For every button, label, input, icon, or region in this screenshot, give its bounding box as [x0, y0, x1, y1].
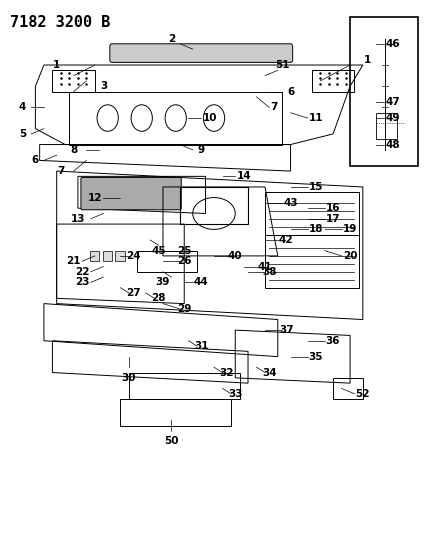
Text: 15: 15 [309, 182, 323, 192]
Text: 11: 11 [309, 113, 323, 123]
Text: 47: 47 [385, 97, 400, 107]
Text: 34: 34 [262, 368, 276, 377]
Bar [350, 17, 418, 166]
Text: 25: 25 [177, 246, 191, 256]
Text: 4: 4 [19, 102, 27, 112]
Text: 2: 2 [168, 34, 175, 44]
Text: 29: 29 [177, 304, 191, 314]
Text: 37: 37 [279, 325, 294, 335]
Text: 12: 12 [88, 192, 102, 203]
Bar [137, 251, 197, 272]
Text: 33: 33 [228, 389, 243, 399]
Bar [90, 251, 99, 261]
Text: 26: 26 [177, 256, 191, 266]
Text: 10: 10 [202, 113, 217, 123]
Text: 42: 42 [279, 235, 294, 245]
Text: 27: 27 [126, 288, 140, 298]
Text: 6: 6 [287, 86, 294, 96]
Text: 17: 17 [326, 214, 340, 224]
Text: 22: 22 [75, 267, 89, 277]
Text: 18: 18 [309, 224, 323, 235]
Text: 19: 19 [343, 224, 357, 235]
Text: 6: 6 [32, 156, 39, 165]
Text: 43: 43 [283, 198, 298, 208]
Text: 46: 46 [385, 39, 400, 49]
Text: 1: 1 [53, 60, 60, 70]
Text: 39: 39 [156, 277, 170, 287]
Text: 5: 5 [19, 129, 26, 139]
Text: 14: 14 [236, 172, 251, 181]
Bar [116, 251, 125, 261]
Text: 41: 41 [258, 262, 272, 271]
Text: 8: 8 [70, 145, 77, 155]
Text: 48: 48 [385, 140, 400, 150]
FancyBboxPatch shape [81, 177, 181, 210]
Text: 52: 52 [356, 389, 370, 399]
Text: 16: 16 [326, 203, 340, 213]
Text: 51: 51 [275, 60, 289, 70]
Text: 21: 21 [66, 256, 81, 266]
Text: 7182 3200 B: 7182 3200 B [10, 14, 110, 30]
Text: 24: 24 [126, 251, 140, 261]
Text: 31: 31 [194, 341, 208, 351]
Text: 1: 1 [363, 55, 371, 64]
Bar [103, 251, 112, 261]
Text: 35: 35 [309, 352, 323, 361]
Text: 50: 50 [164, 437, 179, 447]
Bar [333, 378, 363, 399]
Text: 45: 45 [152, 246, 166, 256]
Text: 20: 20 [343, 251, 357, 261]
Text: 23: 23 [75, 277, 89, 287]
Text: 7: 7 [270, 102, 277, 112]
Text: 36: 36 [326, 336, 340, 346]
Text: 13: 13 [71, 214, 85, 224]
Text: 9: 9 [198, 145, 205, 155]
Text: 28: 28 [152, 293, 166, 303]
FancyBboxPatch shape [110, 44, 293, 62]
Text: 3: 3 [100, 81, 107, 91]
Text: 32: 32 [220, 368, 234, 377]
Text: 40: 40 [228, 251, 243, 261]
Text: 7: 7 [57, 166, 65, 176]
Text: 30: 30 [122, 373, 136, 383]
Text: 44: 44 [194, 277, 208, 287]
Text: 38: 38 [262, 267, 276, 277]
Text: 49: 49 [385, 113, 400, 123]
